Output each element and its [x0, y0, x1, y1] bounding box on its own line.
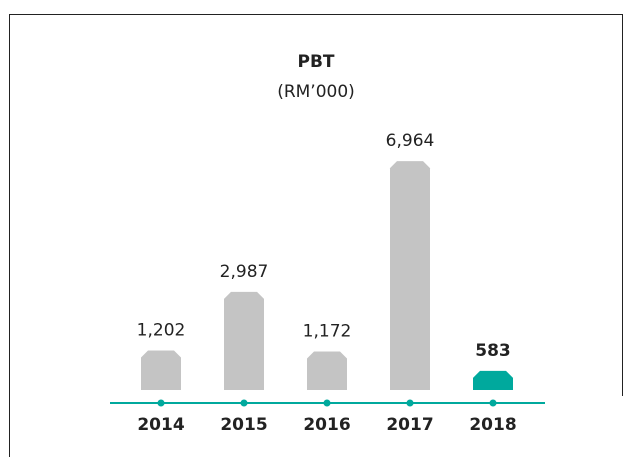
value-label: 1,172: [303, 321, 352, 341]
value-label: 1,202: [137, 321, 186, 341]
axis-dot: [240, 399, 248, 407]
chart-title: PBT: [297, 52, 334, 72]
x-tick-label: 2018: [469, 415, 516, 435]
frame: [9, 14, 623, 457]
bar: [390, 161, 430, 390]
axis-dot: [489, 399, 497, 407]
value-label: 6,964: [386, 131, 435, 151]
value-label: 2,987: [220, 262, 269, 282]
bar: [307, 351, 347, 390]
axis-dot: [323, 399, 331, 407]
value-label: 583: [475, 341, 511, 361]
bar: [141, 350, 181, 390]
axis-dot: [157, 399, 165, 407]
x-tick-label: 2014: [137, 415, 184, 435]
x-tick-label: 2017: [386, 415, 433, 435]
x-tick-label: 2016: [303, 415, 350, 435]
bar: [473, 370, 513, 390]
x-tick-label: 2015: [220, 415, 267, 435]
bar: [224, 291, 264, 390]
axis-dot: [406, 399, 414, 407]
chart-subtitle: (RM’000): [277, 82, 355, 102]
